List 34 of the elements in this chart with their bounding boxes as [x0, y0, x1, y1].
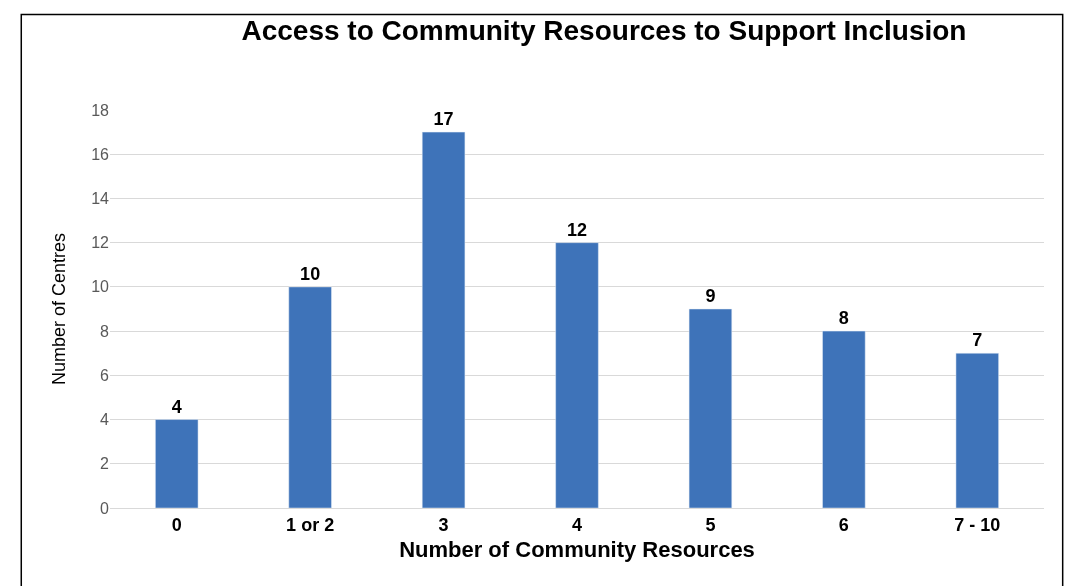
y-tick-label: 0	[100, 499, 110, 517]
data-label: 12	[566, 219, 588, 240]
data-label: 17	[433, 109, 454, 130]
data-label: 8	[838, 308, 849, 329]
y-tick-label: 14	[91, 190, 110, 208]
y-tick-label: 10	[91, 278, 110, 296]
bar	[955, 352, 999, 508]
x-tick-label: 6	[838, 514, 849, 535]
x-tick-label: 5	[705, 514, 716, 535]
data-label: 4	[171, 396, 182, 417]
chart-title: Access to Community Resources to Support Inclusion	[241, 15, 967, 47]
y-tick-label: 12	[91, 234, 110, 252]
x-tick-label: 7 - 10	[954, 514, 1001, 535]
bar	[288, 286, 332, 508]
y-tick-label: 16	[91, 145, 110, 163]
data-label: 10	[300, 263, 321, 284]
bar	[421, 131, 466, 508]
bar	[155, 419, 199, 508]
y-tick-label: 6	[100, 366, 110, 384]
bar	[822, 330, 866, 508]
y-tick-label: 4	[100, 411, 110, 429]
bar	[688, 308, 733, 508]
bar	[555, 242, 599, 508]
x-tick-label: 3	[438, 514, 449, 535]
y-axis-title: Number of Centres	[49, 232, 70, 386]
y-tick-label: 2	[100, 455, 110, 473]
x-tick-label: 0	[171, 514, 182, 535]
y-tick-label: 8	[100, 322, 110, 340]
data-label: 7	[972, 330, 983, 351]
x-tick-label: 4	[571, 514, 583, 535]
x-tick-label: 1 or 2	[286, 514, 335, 535]
data-label: 9	[705, 286, 716, 306]
x-axis-title: Number of Community Resources	[399, 537, 755, 563]
y-tick-label: 18	[91, 101, 110, 119]
